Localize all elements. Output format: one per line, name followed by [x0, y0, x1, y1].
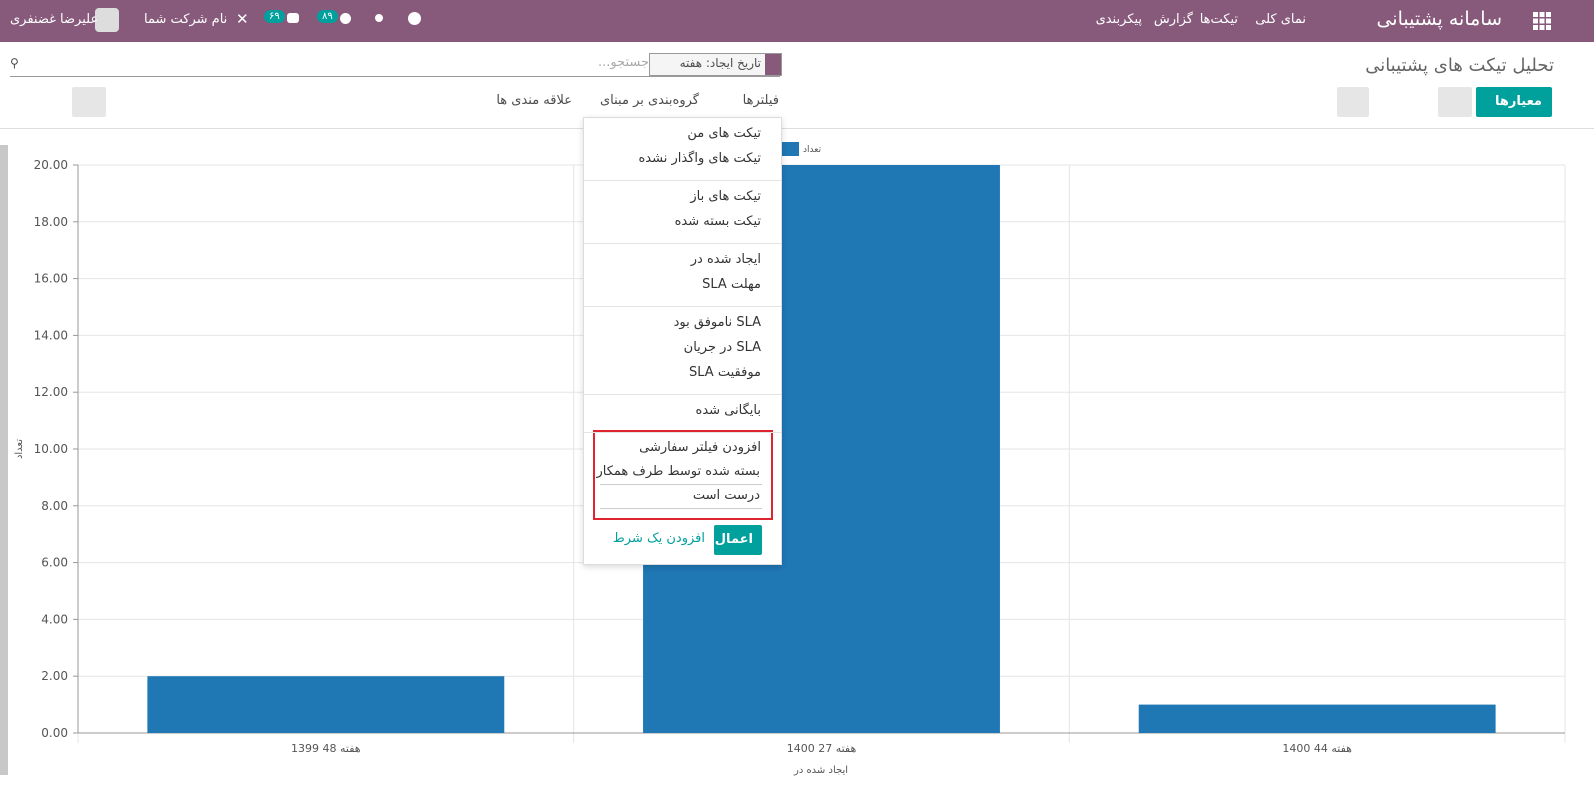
add-condition[interactable]: افزودن یک شرط — [612, 531, 705, 546]
filter-item[interactable]: تیکت بسته شده — [674, 214, 761, 229]
message-badge[interactable]: ۶۹ — [264, 10, 285, 23]
filter-dropdown: افزودن فیلتر سفارشی بسته شده توسط طرف هم… — [583, 117, 782, 565]
menu-item[interactable]: تیکت‌ها — [1199, 12, 1238, 27]
y-tick-label: 2.00 — [41, 669, 68, 683]
x-tick-label: هفته 27 1400 — [787, 742, 857, 755]
bar — [147, 676, 505, 733]
message-icon[interactable] — [287, 13, 299, 23]
x-tick-label: هفته 44 1400 — [1282, 742, 1352, 755]
phone-icon[interactable] — [375, 14, 383, 22]
search-underline — [10, 76, 780, 77]
bar — [1138, 704, 1496, 733]
search-icon[interactable]: ⚲ — [10, 56, 19, 70]
y-tick-label: 18.00 — [34, 215, 68, 229]
operator-value: درست است — [692, 488, 760, 503]
legend-label: تعداد — [803, 145, 822, 155]
filter-item[interactable]: تیکت های باز — [690, 189, 761, 204]
y-tick-label: 6.00 — [41, 556, 68, 570]
user-name[interactable]: علیرضا غضنفری — [10, 12, 99, 27]
filter-item[interactable]: SLA در جریان — [683, 340, 761, 355]
scrollbar — [0, 145, 8, 775]
x-tick-label: هفته 48 1399 — [291, 742, 361, 755]
field-select[interactable]: بسته شده توسط طرف همکار — [596, 464, 762, 485]
measures-label: معیارها — [1495, 94, 1542, 109]
group-by-button[interactable]: گروه‌بندی بر مبنای — [600, 93, 699, 108]
y-tick-label: 20.00 — [34, 158, 68, 172]
highlight-box — [593, 430, 773, 520]
y-tick-label: 14.00 — [34, 328, 68, 342]
filter-item[interactable]: ایجاد شده در — [690, 252, 761, 267]
y-axis-label: تعداد — [14, 439, 25, 459]
breadcrumb: تحلیل تیکت های پشتیبانی — [1365, 55, 1554, 76]
facet-text: تاریخ ایجاد: هفته — [679, 56, 761, 70]
bar-chart-button[interactable] — [1438, 87, 1472, 117]
activity-icon[interactable] — [340, 13, 351, 24]
search-facet[interactable]: تاریخ ایجاد: هفته — [649, 53, 782, 76]
filter-item[interactable]: بایگانی شده — [695, 403, 761, 418]
graph-view-button[interactable] — [72, 87, 106, 117]
y-tick-label: 12.00 — [34, 385, 68, 399]
separator — [584, 306, 781, 307]
filters-button[interactable]: فیلترها — [742, 93, 779, 108]
favorites-button[interactable]: علاقه مندی ها — [496, 93, 572, 108]
apply-label: اعمال — [714, 532, 753, 547]
menu-item[interactable]: نمای کلی — [1255, 12, 1306, 27]
menu-item[interactable]: پیکربندی — [1095, 12, 1142, 27]
search-input[interactable]: جستجو... — [597, 55, 649, 70]
facet-icon — [765, 54, 781, 75]
filter-item[interactable]: تیکت های واگذار نشده — [638, 151, 761, 166]
x-axis-label: ایجاد شده در — [793, 765, 848, 776]
activity-badge[interactable]: ۸۹ — [317, 10, 338, 23]
y-tick-label: 4.00 — [41, 612, 68, 626]
separator — [584, 180, 781, 181]
help-icon[interactable] — [408, 12, 421, 25]
apps-icon[interactable] — [1533, 12, 1551, 30]
y-tick-label: 10.00 — [34, 442, 68, 456]
avatar[interactable] — [95, 8, 119, 32]
y-tick-label: 8.00 — [41, 499, 68, 513]
stacked-button[interactable] — [1337, 87, 1369, 117]
filter-item[interactable]: مهلت SLA — [702, 277, 761, 292]
control-panel: تحلیل تیکت های پشتیبانی ⚲ تاریخ ایجاد: ه… — [0, 42, 1594, 129]
separator — [584, 432, 781, 433]
apply-button[interactable]: اعمال — [714, 525, 762, 555]
separator — [584, 394, 781, 395]
tools-icon[interactable]: ✕ — [236, 10, 249, 28]
legend-swatch — [781, 142, 799, 156]
filter-item[interactable]: تیکت های من — [687, 126, 761, 141]
navbar: سامانه پشتیبانی نمای کلی تیکت‌ها گزارش پ… — [0, 0, 1594, 42]
filter-item[interactable]: موفقیت SLA — [689, 365, 761, 380]
company-name[interactable]: نام شرکت شما — [144, 12, 228, 27]
filter-item[interactable]: SLA ناموفق بود — [673, 315, 761, 330]
field-value: بسته شده توسط طرف همکار — [596, 464, 760, 479]
operator-select[interactable]: درست است — [600, 488, 762, 509]
y-tick-label: 16.00 — [34, 272, 68, 286]
separator — [584, 243, 781, 244]
y-tick-label: 0.00 — [41, 726, 68, 740]
app-name[interactable]: سامانه پشتیبانی — [1376, 8, 1502, 30]
menu-item[interactable]: گزارش — [1153, 12, 1193, 27]
custom-filter-title: افزودن فیلتر سفارشی — [639, 440, 761, 455]
measures-button[interactable]: معیارها — [1476, 87, 1552, 117]
